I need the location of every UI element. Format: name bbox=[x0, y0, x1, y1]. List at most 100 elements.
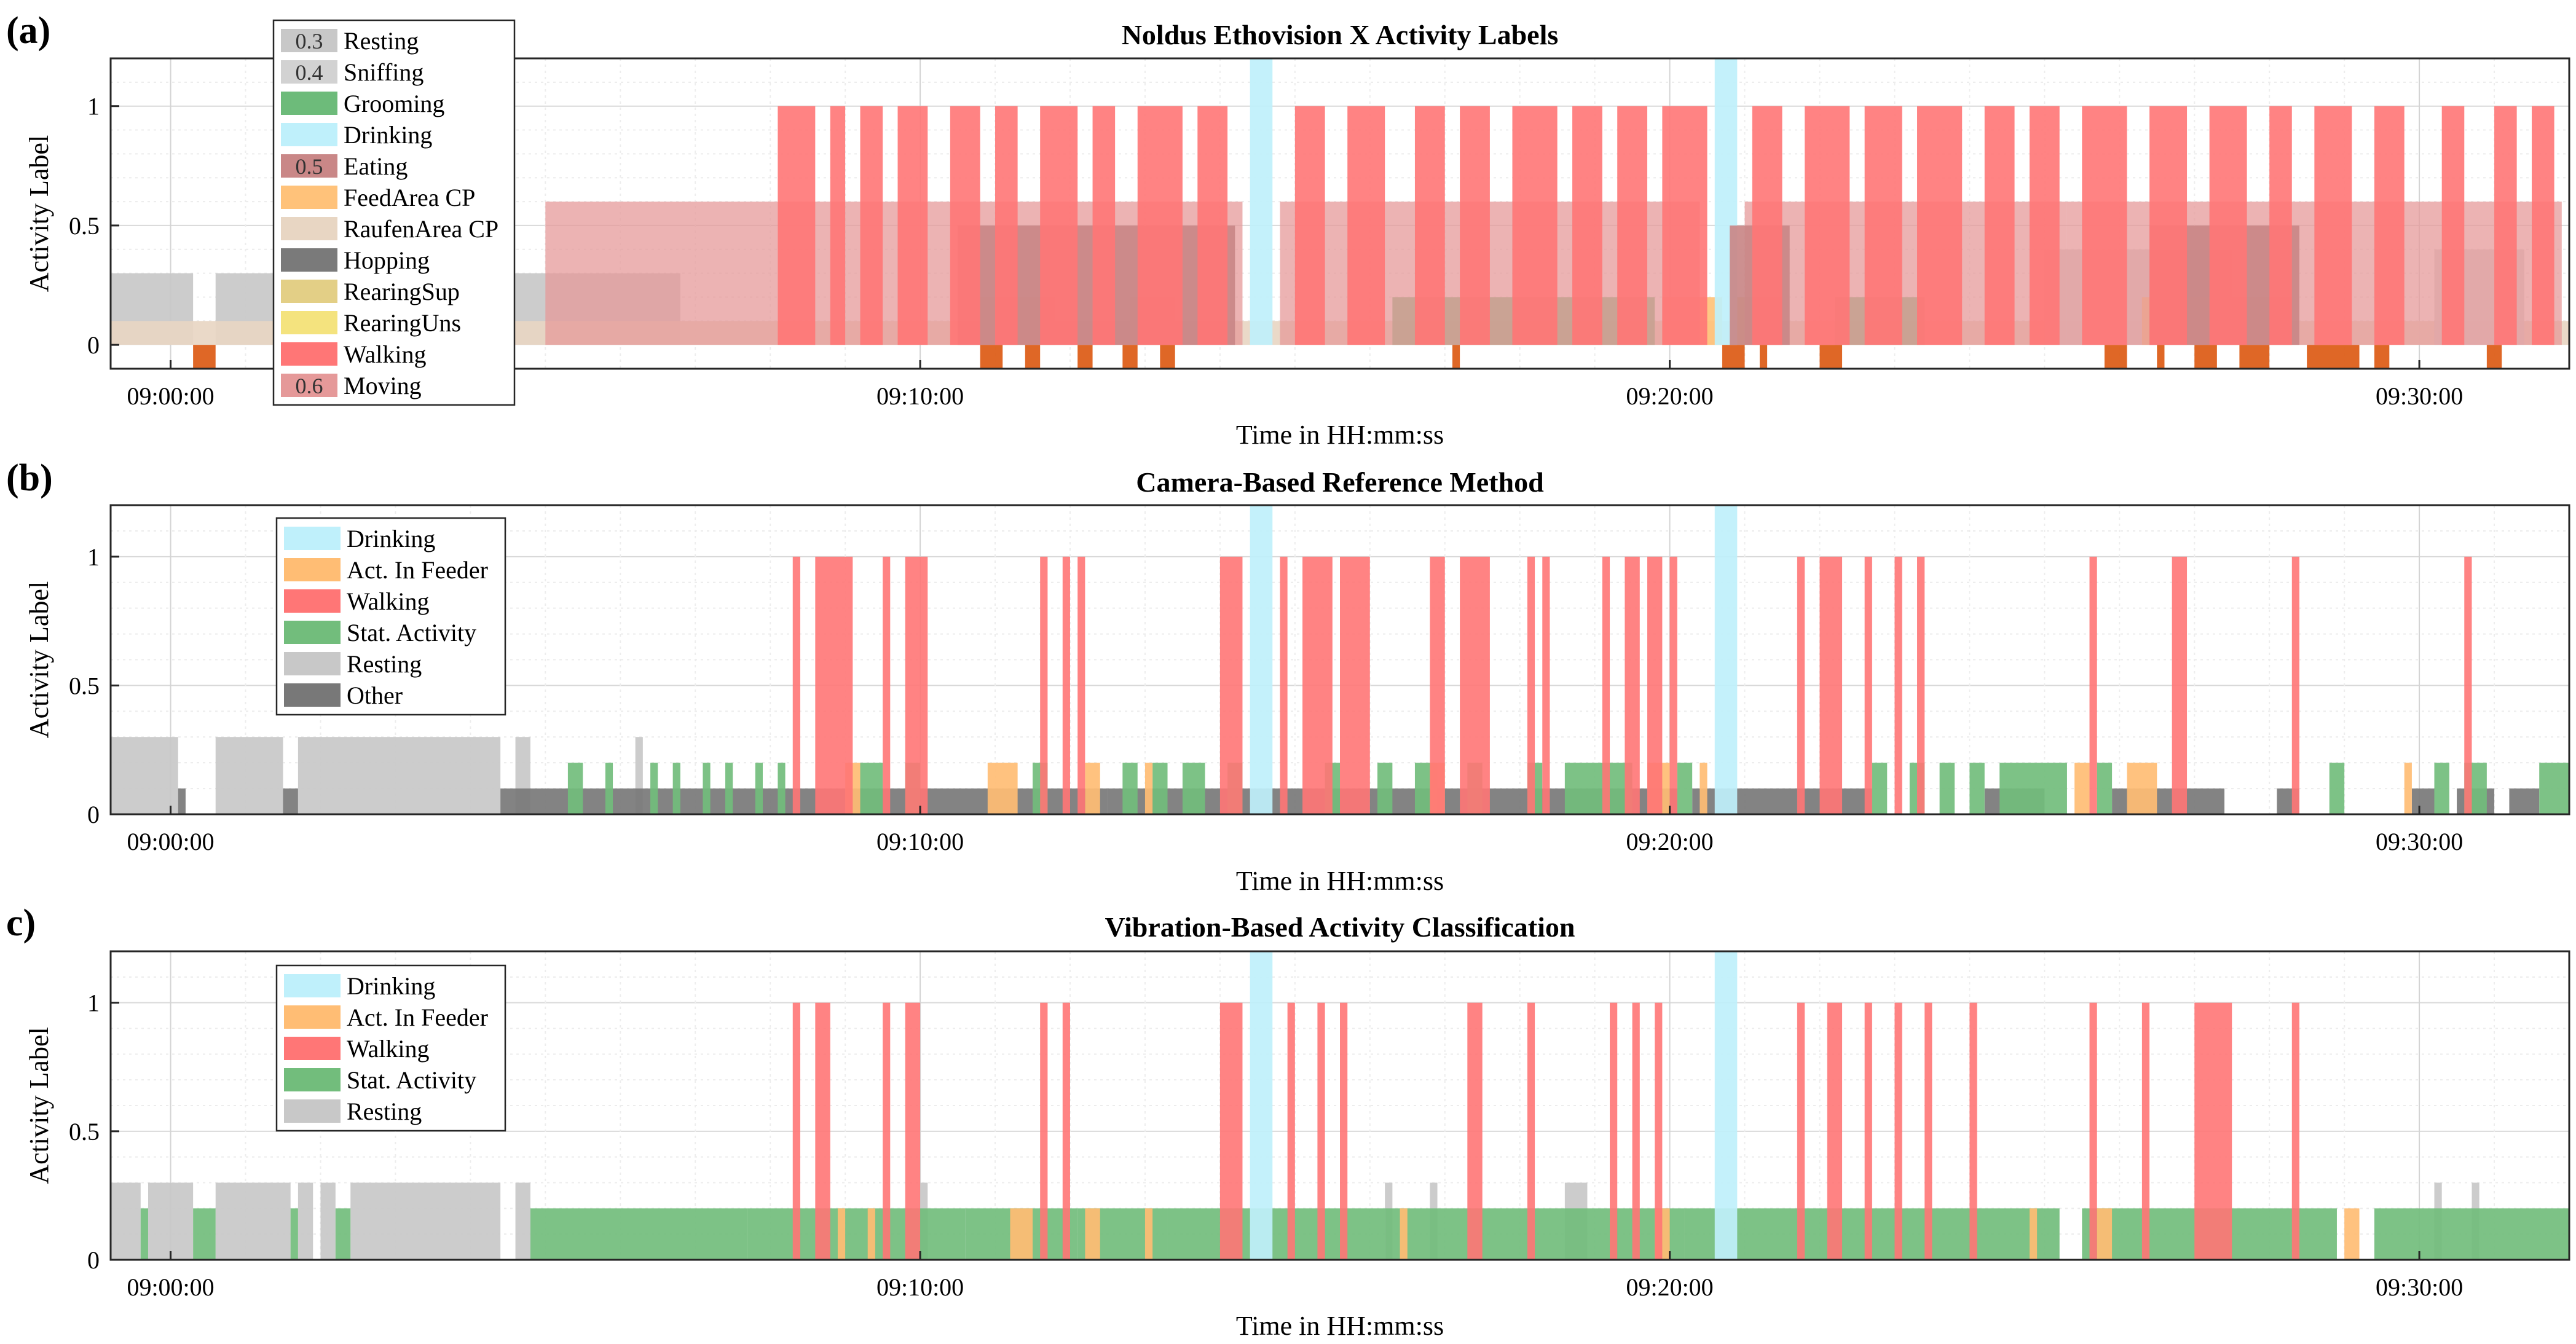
y-tick-label: 1 bbox=[87, 989, 100, 1017]
axes-frame bbox=[109, 57, 2570, 370]
bar-walking bbox=[1512, 106, 1558, 345]
bar-feedarea bbox=[1010, 1208, 1033, 1260]
bar-walking bbox=[883, 1002, 891, 1260]
bar-darkorange bbox=[980, 345, 1003, 369]
bar-walking bbox=[1819, 556, 1843, 814]
y-tick-label: 1 bbox=[87, 543, 100, 571]
bar-stat bbox=[860, 763, 883, 814]
legend: Drinking Act. In Feeder Walking Stat. Activ… bbox=[275, 517, 506, 716]
y-axis-label: Activity Label bbox=[24, 581, 54, 738]
x-tick-label: 09:00:00 bbox=[127, 382, 214, 410]
y-axis-label: Activity Label bbox=[24, 1027, 54, 1184]
chart-panel: (a) Noldus Ethovision X Activity Labels00… bbox=[6, 10, 2570, 450]
bar-walking bbox=[1610, 1002, 1618, 1260]
bar-feedarea bbox=[1700, 763, 1707, 814]
bar-walking bbox=[792, 1002, 800, 1260]
bar-walking bbox=[2089, 556, 2097, 814]
bar-feedarea bbox=[837, 1208, 846, 1260]
bar-stat bbox=[140, 1208, 148, 1260]
bar-resting bbox=[350, 1182, 501, 1260]
bar-darkorange bbox=[1077, 345, 1093, 369]
bar-feedarea bbox=[2404, 763, 2412, 814]
bar-walking bbox=[2464, 556, 2472, 814]
bar-darkorange bbox=[2374, 345, 2390, 369]
bar-other bbox=[283, 788, 298, 814]
y-tick-label: 1 bbox=[87, 93, 100, 120]
bar-walking bbox=[2209, 106, 2247, 345]
bar-darkorange bbox=[2307, 345, 2360, 369]
bar-feedarea bbox=[987, 763, 1018, 814]
legend-swatch bbox=[284, 1037, 341, 1060]
bar-walking bbox=[1752, 106, 1782, 345]
bar-stat bbox=[1377, 763, 1393, 814]
legend-swatch bbox=[281, 60, 337, 84]
activity-bars bbox=[111, 505, 2569, 814]
y-tick-label: 0 bbox=[87, 331, 100, 359]
bar-resting bbox=[297, 1182, 313, 1260]
bar-walking bbox=[1917, 556, 1925, 814]
x-tick-label: 09:10:00 bbox=[876, 828, 964, 855]
panel-letter: c) bbox=[6, 902, 36, 944]
bar-resting bbox=[297, 737, 501, 814]
bar-walking bbox=[883, 556, 891, 814]
bar-stat bbox=[193, 1208, 216, 1260]
legend-swatch bbox=[284, 1005, 341, 1029]
bar-feedarea bbox=[867, 1208, 875, 1260]
bar-walking bbox=[1340, 1002, 1348, 1260]
bar-feedarea bbox=[1144, 1208, 1153, 1260]
bar-walking bbox=[2194, 1002, 2232, 1260]
bar-walking bbox=[2291, 1002, 2299, 1260]
legend-entry: RearingUns bbox=[344, 309, 461, 337]
bar-walking bbox=[1347, 106, 1385, 345]
bar-stat bbox=[1564, 763, 1633, 814]
legend-entry: Walking bbox=[347, 588, 430, 615]
bar-stat bbox=[2329, 763, 2345, 814]
legend-swatch bbox=[281, 154, 337, 178]
bar-walking bbox=[1632, 1002, 1640, 1260]
legend-entry: Drinking bbox=[347, 525, 435, 552]
bar-walking bbox=[2029, 106, 2060, 345]
bar-walking bbox=[905, 1002, 921, 1260]
bar-darkorange bbox=[2239, 345, 2270, 369]
x-axis-label: Time in HH:mm:ss bbox=[1236, 420, 1444, 450]
bar-walking bbox=[1062, 556, 1070, 814]
bar-walking bbox=[1805, 106, 1850, 345]
legend-swatch bbox=[281, 280, 337, 303]
bar-walking bbox=[1984, 106, 2015, 345]
bar-walking bbox=[1797, 1002, 1805, 1260]
bar-stat bbox=[530, 1208, 748, 1260]
x-tick-label: 09:30:00 bbox=[2376, 382, 2463, 410]
y-axis-label: Activity Label bbox=[24, 135, 54, 292]
bar-moving bbox=[2066, 202, 2562, 345]
legend-entry: Grooming bbox=[344, 90, 444, 117]
legend-box bbox=[275, 517, 506, 716]
bar-darkorange bbox=[1160, 345, 1175, 369]
bar-stat bbox=[567, 763, 583, 814]
bar-walking bbox=[1864, 1002, 1872, 1260]
bar-walking bbox=[1137, 106, 1183, 345]
bar-stat bbox=[290, 1208, 298, 1260]
legend-entry: Walking bbox=[344, 340, 427, 368]
bar-walking bbox=[1077, 556, 1085, 814]
bar-walking bbox=[815, 1002, 830, 1260]
legend-entry: Resting bbox=[347, 650, 422, 678]
bar-walking bbox=[860, 106, 883, 345]
bar-stat bbox=[1939, 763, 1955, 814]
y-tick-label: 0.5 bbox=[69, 672, 100, 699]
bar-darkorange bbox=[2157, 345, 2165, 369]
legend-swatch bbox=[284, 974, 341, 997]
x-tick-label: 09:30:00 bbox=[2376, 828, 2463, 855]
bar-stat bbox=[755, 763, 763, 814]
bar-walking bbox=[1317, 1002, 1325, 1260]
bar-walking bbox=[1827, 1002, 1843, 1260]
bar-darkorange bbox=[2486, 345, 2502, 369]
bar-walking bbox=[1460, 106, 1490, 345]
bar-walking bbox=[1414, 106, 1445, 345]
bar-darkorange bbox=[1122, 345, 1138, 369]
bar-darkorange bbox=[1722, 345, 1745, 369]
x-tick-label: 09:20:00 bbox=[1626, 1273, 1713, 1301]
bar-resting bbox=[515, 1182, 530, 1260]
bar-walking bbox=[1280, 556, 1288, 814]
bar-walking bbox=[1625, 556, 1640, 814]
bar-walking bbox=[1197, 106, 1228, 345]
